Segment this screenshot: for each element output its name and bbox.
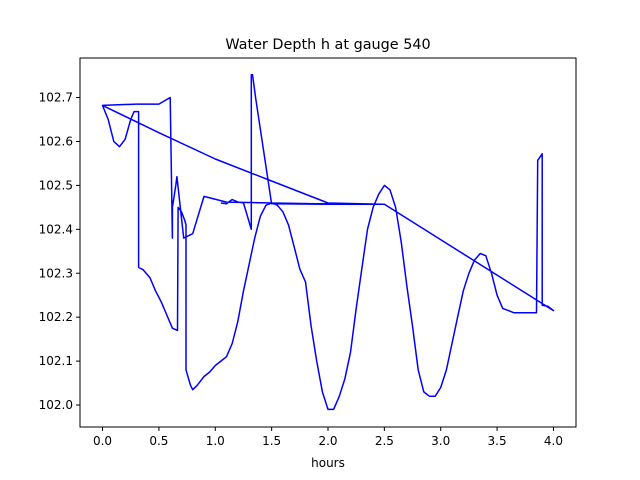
x-axis: 0.0 0.5 1.0 1.5 2.0 2.5 3.0 3.5 4.0 bbox=[93, 427, 563, 448]
x-tick-label: 3.0 bbox=[431, 434, 450, 448]
y-tick-label: 102.4 bbox=[39, 222, 73, 236]
y-tick-label: 102.3 bbox=[39, 266, 73, 280]
y-tick-label: 102.1 bbox=[39, 354, 73, 368]
y-tick-label: 102.5 bbox=[39, 178, 73, 192]
series-line-0 bbox=[101, 73, 555, 411]
x-tick-label: 1.5 bbox=[262, 434, 281, 448]
y-tick-label: 102.0 bbox=[39, 398, 73, 412]
y-tick-label: 102.2 bbox=[39, 310, 73, 324]
x-tick-label: 2.0 bbox=[318, 434, 337, 448]
y-axis: 102.0 102.1 102.2 102.3 102.4 102.5 102.6 102.7 bbox=[39, 91, 80, 412]
x-tick-label: 0.5 bbox=[149, 434, 168, 448]
x-tick-label: 1.0 bbox=[206, 434, 225, 448]
series-layer bbox=[101, 73, 555, 411]
x-axis-label: hours bbox=[311, 456, 345, 470]
x-tick-label: 4.0 bbox=[544, 434, 563, 448]
y-tick-label: 102.7 bbox=[39, 91, 73, 105]
x-tick-label: 2.5 bbox=[375, 434, 394, 448]
y-tick-label: 102.6 bbox=[39, 134, 73, 148]
x-tick-label: 0.0 bbox=[93, 434, 112, 448]
x-tick-label: 3.5 bbox=[488, 434, 507, 448]
chart-title: Water Depth h at gauge 540 bbox=[225, 37, 430, 53]
plot-frame bbox=[79, 57, 577, 428]
